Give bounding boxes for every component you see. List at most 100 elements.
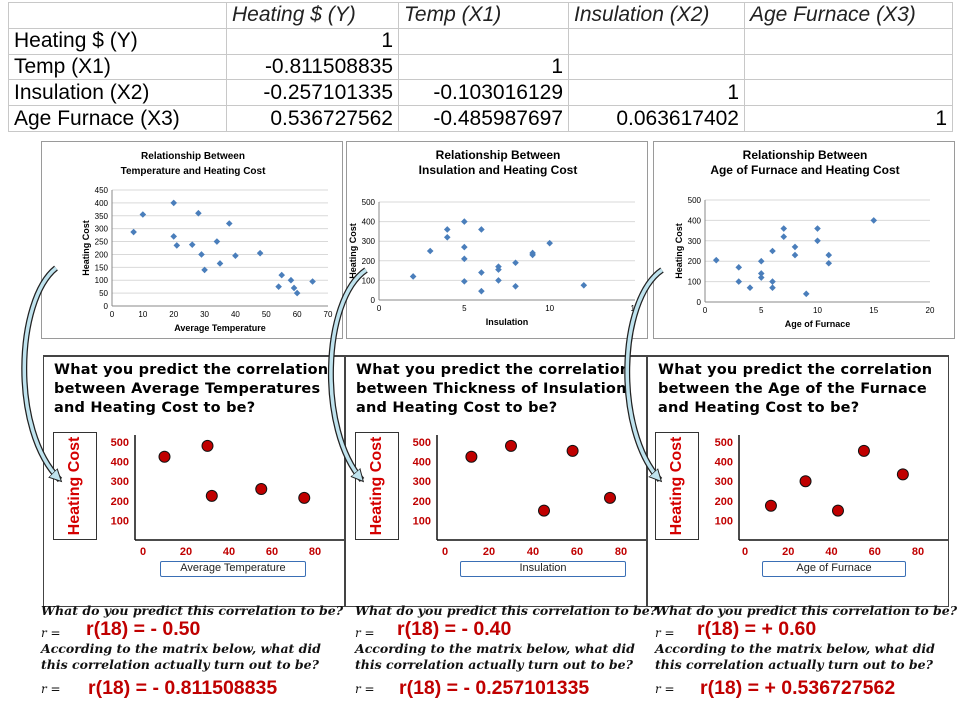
y-tick-label: 400 — [95, 199, 109, 208]
matrix-col-header: Temp (X1) — [398, 2, 569, 29]
x-tick-label: 30 — [200, 310, 209, 319]
data-point — [604, 491, 616, 504]
data-point — [225, 220, 233, 227]
y-tick-label: 400 — [413, 457, 431, 469]
data-point — [478, 287, 485, 295]
chart-title: Relationship Between — [436, 148, 561, 162]
chart-title: Age of Furnace and Heating Cost — [710, 163, 899, 177]
chart-title: Temperature and Heating Cost — [121, 166, 267, 177]
matrix-cell: 0.536727562 — [226, 105, 399, 132]
data-point — [173, 242, 181, 249]
data-point — [802, 290, 810, 298]
y-tick-label: 100 — [688, 278, 702, 287]
data-point — [201, 266, 208, 274]
actual-r-value: r(18) = - 0.257101335 — [399, 677, 590, 699]
matrix-cell — [568, 53, 745, 81]
x-tick-label: 0 — [442, 546, 448, 558]
matrix-cell: 1 — [568, 79, 745, 107]
y-tick-label: 100 — [413, 515, 431, 527]
x-tick-label: 60 — [869, 546, 881, 558]
data-point — [465, 450, 478, 463]
data-point — [814, 237, 821, 245]
y-tick-label: 200 — [95, 250, 109, 259]
predicted-r-value: r(18) = - 0.50 — [86, 618, 201, 640]
matrix-cell: 1 — [744, 105, 953, 132]
data-point — [278, 271, 286, 279]
y-tick-label: 500 — [362, 198, 376, 207]
data-point — [478, 269, 485, 276]
data-point — [139, 211, 147, 218]
matrix-cell — [744, 53, 953, 81]
data-point — [201, 439, 214, 452]
y-tick-label: 450 — [95, 186, 109, 195]
r-symbol: r = — [655, 626, 675, 640]
y-tick-label: 500 — [688, 196, 702, 205]
x-tick-label: 5 — [462, 304, 467, 313]
x-tick-label: 10 — [545, 304, 554, 313]
data-point — [799, 475, 812, 488]
x-axis-label-box: Average Temperature — [160, 561, 306, 577]
y-tick-label: 400 — [688, 216, 702, 225]
matrix-row-label: Insulation (X2) — [8, 79, 227, 107]
heating-cost-axis-label: Heating Cost — [655, 432, 699, 540]
matrix-col-header: Heating $ (Y) — [226, 2, 399, 29]
x-tick-label: 10 — [138, 310, 147, 319]
x-tick-label: 5 — [759, 306, 764, 315]
y-tick-label: 200 — [688, 257, 702, 266]
matrix-cell: 1 — [226, 27, 399, 55]
actual-r-value: r(18) = + 0.536727562 — [700, 677, 896, 699]
x-tick-label: 70 — [324, 310, 333, 319]
data-point — [478, 226, 485, 233]
x-tick-label: 10 — [813, 306, 822, 315]
matrix-row: Age Furnace (X3) 0.536727562 -0.48598769… — [8, 105, 953, 132]
y-tick-label: 0 — [371, 296, 376, 305]
predict-prompt: What do you predict this correlation to … — [41, 603, 344, 618]
x-tick-label: 60 — [266, 546, 278, 558]
data-point — [791, 251, 799, 259]
data-point — [130, 228, 137, 236]
y-tick-label: 100 — [715, 515, 733, 527]
data-point — [461, 218, 468, 225]
r-symbol: r = — [41, 682, 61, 696]
data-point — [426, 247, 434, 255]
correlation-table: Heating $ (Y) Temp (X1) Insulation (X2) … — [8, 2, 953, 132]
x-tick-label: 20 — [169, 310, 178, 319]
matrix-col-header: Age Furnace (X3) — [744, 2, 953, 29]
predict-prompt: What do you predict this correlation to … — [655, 603, 958, 618]
data-point — [780, 233, 788, 241]
data-point — [769, 284, 776, 292]
predicted-r-value: r(18) = + 0.60 — [697, 618, 817, 640]
x-tick-label: 80 — [309, 546, 321, 558]
data-point — [735, 278, 743, 285]
matrix-cell — [744, 79, 953, 107]
x-tick-label: 20 — [483, 546, 495, 558]
actual-prompt-line2: this correlation actually turn out to be… — [355, 657, 633, 672]
r-symbol: r = — [355, 682, 375, 696]
y-tick-label: 200 — [111, 496, 129, 508]
data-point — [512, 282, 519, 290]
matrix-row-label: Heating $ (Y) — [8, 27, 227, 55]
matrix-header-row: Heating $ (Y) Temp (X1) Insulation (X2) … — [8, 2, 953, 29]
x-tick-label: 40 — [825, 546, 837, 558]
data-point — [769, 247, 776, 255]
chart-title: Insulation and Heating Cost — [419, 163, 578, 177]
x-axis-label-box: Insulation — [460, 561, 626, 577]
matrix-row: Temp (X1) -0.811508835 1 — [8, 53, 953, 81]
y-tick-label: 300 — [362, 237, 376, 246]
y-tick-label: 300 — [688, 237, 702, 246]
data-point — [791, 243, 799, 251]
actual-prompt-line2: this correlation actually turn out to be… — [41, 657, 319, 672]
x-tick-label: 40 — [231, 310, 240, 319]
data-point — [256, 249, 264, 257]
data-point — [170, 233, 178, 240]
matrix-cell: 0.063617402 — [568, 105, 745, 132]
heating-cost-axis-label: Heating Cost — [53, 432, 97, 540]
data-point — [409, 273, 417, 280]
data-point — [546, 239, 553, 247]
y-tick-label: 300 — [95, 225, 109, 234]
data-point — [712, 256, 720, 264]
heating-cost-axis-label: Heating Cost — [355, 432, 399, 540]
y-tick-label: 500 — [413, 437, 431, 449]
